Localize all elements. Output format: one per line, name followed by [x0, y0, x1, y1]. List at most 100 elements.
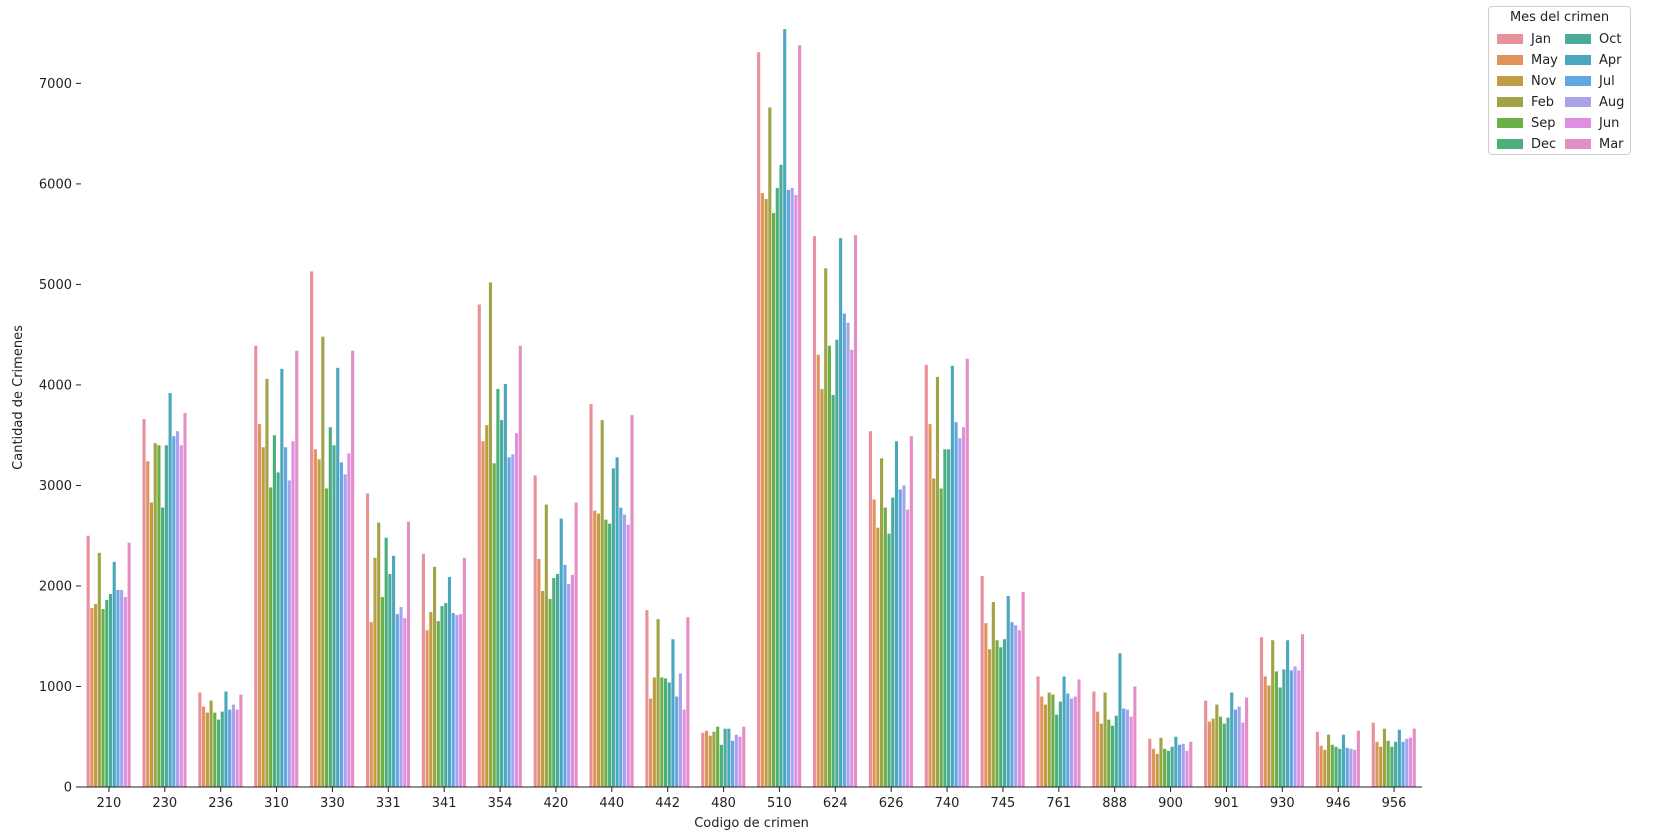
bar-341-apr: [447, 576, 452, 787]
bar-510-aug: [790, 187, 794, 788]
y-tick-label: 2000: [39, 579, 72, 594]
bar-236-nov: [205, 712, 209, 787]
bar-420-aug: [567, 583, 571, 787]
bars-layer: [86, 29, 1416, 788]
x-tick-label: 420: [544, 796, 569, 811]
bar-210-jul: [116, 589, 120, 787]
x-tick-label: 761: [1046, 796, 1071, 811]
bar-236-dec: [216, 719, 221, 787]
bar-341-may: [425, 630, 429, 787]
bar-510-oct: [779, 164, 783, 787]
bar-761-jan: [1036, 676, 1040, 787]
bar-330-mar: [351, 350, 355, 787]
bar-330-jun: [347, 453, 351, 787]
bar-901-dec: [1222, 723, 1226, 787]
bar-341-feb: [433, 566, 437, 787]
legend-swatch: [1497, 34, 1523, 44]
x-tick-label: 230: [152, 796, 177, 811]
y-tick-label: 0: [64, 781, 72, 796]
bar-956-nov: [1379, 746, 1383, 787]
bar-745-oct: [1002, 639, 1007, 787]
x-tick-label: 900: [1158, 796, 1183, 811]
legend-swatch: [1565, 139, 1591, 149]
bar-745-sep: [995, 640, 999, 787]
bar-930-jan: [1259, 637, 1264, 787]
bar-946-aug: [1349, 748, 1353, 787]
bar-480-dec: [719, 744, 723, 787]
bar-510-sep: [771, 213, 776, 788]
bar-230-jan: [142, 419, 146, 787]
bar-956-dec: [1390, 746, 1394, 787]
bar-901-nov: [1211, 718, 1215, 787]
bar-745-aug: [1014, 625, 1018, 787]
bar-626-aug: [902, 485, 906, 787]
bar-310-jan: [254, 345, 258, 787]
bar-236-jan: [198, 692, 202, 787]
bar-888-jan: [1092, 691, 1096, 787]
bar-330-jul: [339, 462, 344, 787]
legend-label: Sep: [1531, 115, 1556, 131]
bar-440-aug: [622, 514, 627, 787]
legend-swatch: [1565, 34, 1591, 44]
bar-900-feb: [1159, 737, 1163, 787]
bar-740-jun: [961, 427, 966, 787]
bar-354-dec: [496, 388, 500, 787]
legend-swatch: [1565, 97, 1591, 107]
legend-label: Apr: [1599, 52, 1622, 68]
bar-310-mar: [295, 350, 299, 787]
bar-740-apr: [950, 365, 954, 787]
bar-946-jul: [1345, 747, 1349, 787]
bar-888-aug: [1125, 709, 1129, 787]
bar-740-may: [928, 424, 932, 787]
bar-442-may: [649, 698, 653, 787]
bar-930-jun: [1297, 670, 1301, 787]
y-axis: 0 1000 2000 3000 4000 5000 6000 7000: [39, 77, 81, 796]
bar-761-sep: [1051, 694, 1055, 787]
bar-330-dec: [328, 427, 332, 787]
bar-310-aug: [287, 480, 291, 787]
bar-510-jun: [794, 194, 798, 787]
bar-888-dec: [1110, 725, 1115, 787]
bar-510-dec: [775, 187, 779, 788]
bar-331-oct: [388, 573, 392, 787]
legend-label: Jul: [1599, 73, 1615, 89]
bar-440-jul: [619, 507, 623, 787]
legend-label: Feb: [1531, 94, 1555, 110]
legend-item-aug: Aug: [1565, 92, 1624, 112]
x-tick-label: 624: [823, 796, 848, 811]
bar-310-may: [257, 424, 262, 787]
legend-label: Nov: [1531, 73, 1557, 89]
bar-946-sep: [1330, 744, 1334, 787]
bar-230-jun: [179, 445, 183, 787]
bar-761-jun: [1073, 696, 1077, 787]
bar-341-sep: [436, 621, 440, 787]
bar-624-oct: [835, 339, 839, 787]
legend-swatch: [1497, 139, 1523, 149]
bar-900-mar: [1189, 741, 1193, 787]
bar-442-sep: [660, 677, 664, 787]
bar-480-sep: [716, 726, 720, 787]
bar-420-jan: [533, 475, 537, 787]
bar-510-mar: [798, 45, 802, 787]
bar-901-jan: [1204, 700, 1208, 787]
bar-440-jun: [626, 524, 630, 787]
bar-624-aug: [846, 322, 850, 787]
bar-761-dec: [1055, 714, 1059, 787]
x-tick-label: 740: [935, 796, 960, 811]
bar-740-feb: [935, 376, 940, 787]
bar-341-oct: [444, 603, 448, 787]
bar-236-may: [202, 706, 206, 787]
bar-354-mar: [518, 345, 522, 787]
legend-item-jun: Jun: [1565, 113, 1619, 133]
bar-761-aug: [1069, 698, 1074, 787]
bar-626-oct: [891, 497, 895, 787]
bar-900-nov: [1155, 753, 1159, 787]
bar-745-apr: [1006, 596, 1010, 787]
bar-210-jan: [86, 535, 90, 787]
bar-901-jun: [1241, 722, 1245, 787]
bar-626-mar: [909, 436, 913, 787]
bar-442-feb: [656, 619, 660, 787]
bar-330-aug: [343, 474, 347, 787]
legend-item-jul: Jul: [1565, 71, 1615, 91]
bar-740-dec: [943, 449, 947, 787]
